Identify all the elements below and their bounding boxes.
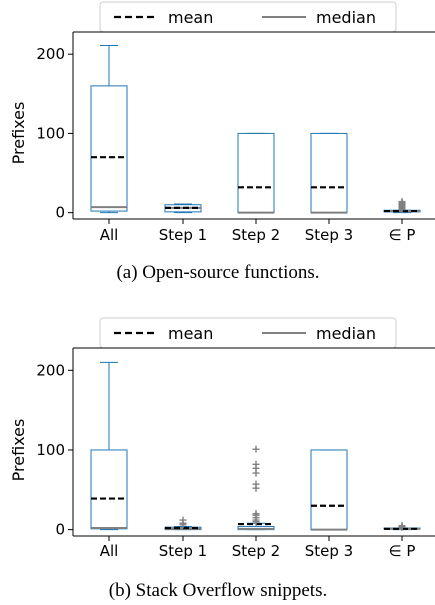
- flier-marker: [398, 522, 406, 530]
- box-rect: [90, 85, 128, 212]
- flier-marker: [252, 445, 260, 453]
- y-tick-label: 200: [36, 361, 65, 379]
- panel-open-source: mean median 0 100 200 All Step 1 Step 2 Step 3…: [9, 1, 435, 283]
- box-2: [164, 203, 202, 214]
- flier-marker: [179, 516, 187, 524]
- flier-marker: [252, 510, 260, 518]
- caption: (b) Stack Overflow snippets.: [109, 580, 327, 601]
- box-3: [237, 132, 275, 214]
- flier-marker: [252, 480, 260, 488]
- box-3: [237, 445, 275, 531]
- box-2: [164, 516, 202, 531]
- x-tick-label: Step 2: [232, 226, 280, 244]
- x-tick-label: ∈ P: [389, 226, 416, 244]
- flier-marker: [252, 460, 260, 468]
- caption: (a) Open-source functions.: [116, 262, 319, 283]
- y-tick-label: 0: [55, 521, 65, 539]
- box-5: [383, 522, 421, 531]
- x-tick-label: Step 1: [159, 542, 207, 560]
- y-tick-label: 100: [36, 441, 65, 459]
- flier-marker: [398, 198, 406, 206]
- box-1: [90, 44, 128, 214]
- legend-mean-label: mean: [168, 324, 213, 343]
- legend-median-label: median: [316, 324, 376, 343]
- box-rect: [237, 132, 275, 214]
- box-rect: [310, 132, 348, 214]
- x-tick-label: ∈ P: [389, 542, 416, 560]
- x-tick-label: Step 3: [305, 542, 353, 560]
- box-1: [90, 361, 128, 531]
- y-tick-label: 100: [36, 124, 65, 142]
- box-4: [310, 449, 348, 531]
- legend: mean median: [99, 1, 397, 33]
- legend-median-label: median: [316, 8, 376, 27]
- legend-mean-label: mean: [168, 8, 213, 27]
- y-axis-label: Prefixes: [9, 419, 28, 482]
- plot-area: 0 100 200 All Step 1 Step 2 Step 3 ∈ P: [36, 347, 435, 560]
- panel-stack-overflow: mean median 0 100 200 All Step 1 Step 2 Step 3…: [9, 317, 435, 601]
- legend: mean median: [99, 317, 397, 349]
- plot-area: 0 100 200 All Step 1 Step 2 Step 3 ∈ P: [36, 31, 435, 244]
- box-4: [310, 132, 348, 214]
- y-tick-label: 200: [36, 45, 65, 63]
- x-tick-label: All: [100, 226, 119, 244]
- x-tick-label: Step 2: [232, 542, 280, 560]
- x-tick-label: All: [100, 542, 119, 560]
- box-5: [383, 198, 421, 214]
- y-axis-label: Prefixes: [9, 102, 28, 165]
- y-tick-label: 0: [55, 204, 65, 222]
- x-tick-label: Step 3: [305, 226, 353, 244]
- box-rect: [310, 449, 348, 531]
- x-tick-label: Step 1: [159, 226, 207, 244]
- box-rect: [90, 449, 128, 530]
